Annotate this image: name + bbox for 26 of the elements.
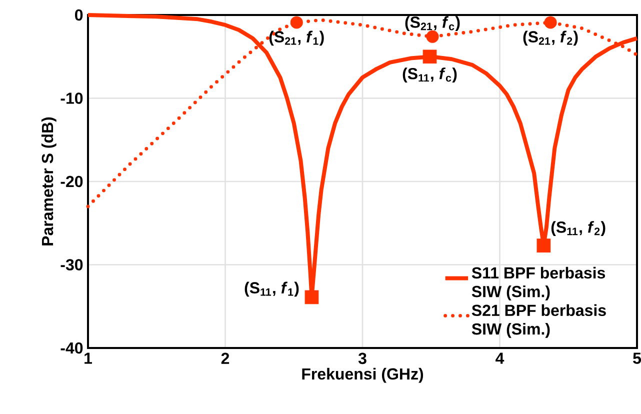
annotation: (S$_{11}$, f$_{1}$) (244, 282, 299, 297)
point (536, 238, 551, 253)
x-tick-label: 2 (221, 352, 230, 364)
annotation: (S$_{11}$, f$_{2}$) (551, 221, 606, 236)
annotation: (S$_{21}$, f$_{c}$) (405, 16, 460, 32)
x-tick-label: 5 (633, 352, 641, 364)
x-tick-label: 3 (358, 352, 366, 364)
y-tick-label: -10 (60, 92, 83, 104)
legend-label: S11 BPF berbasis SIW (Sim.) (472, 266, 606, 300)
x-tick-label: 1 (84, 352, 92, 364)
y-tick-label: -30 (60, 259, 83, 270)
point (544, 16, 557, 29)
legend-label: S21 BPF berbasis SIW (Sim.) (472, 304, 606, 338)
y-axis-title: Parameter S (dB) (41, 117, 56, 246)
x-tick-label: 4 (496, 352, 504, 364)
y-tick-label: 0 (75, 9, 83, 21)
point (426, 30, 439, 43)
annotation: (S$_{11}$, f$_{c}$) (402, 68, 457, 82)
point (422, 50, 437, 64)
x-axis-title: Frekuensi (GHz) (302, 368, 424, 383)
point (304, 290, 319, 304)
y-tick-label: -40 (60, 342, 83, 354)
point (290, 16, 303, 29)
annotation: (S$_{21}$, f$_{2}$) (523, 30, 578, 46)
y-tick-label: -20 (60, 176, 83, 188)
annotation: (S$_{21}$, f$_{1}$) (269, 30, 324, 46)
